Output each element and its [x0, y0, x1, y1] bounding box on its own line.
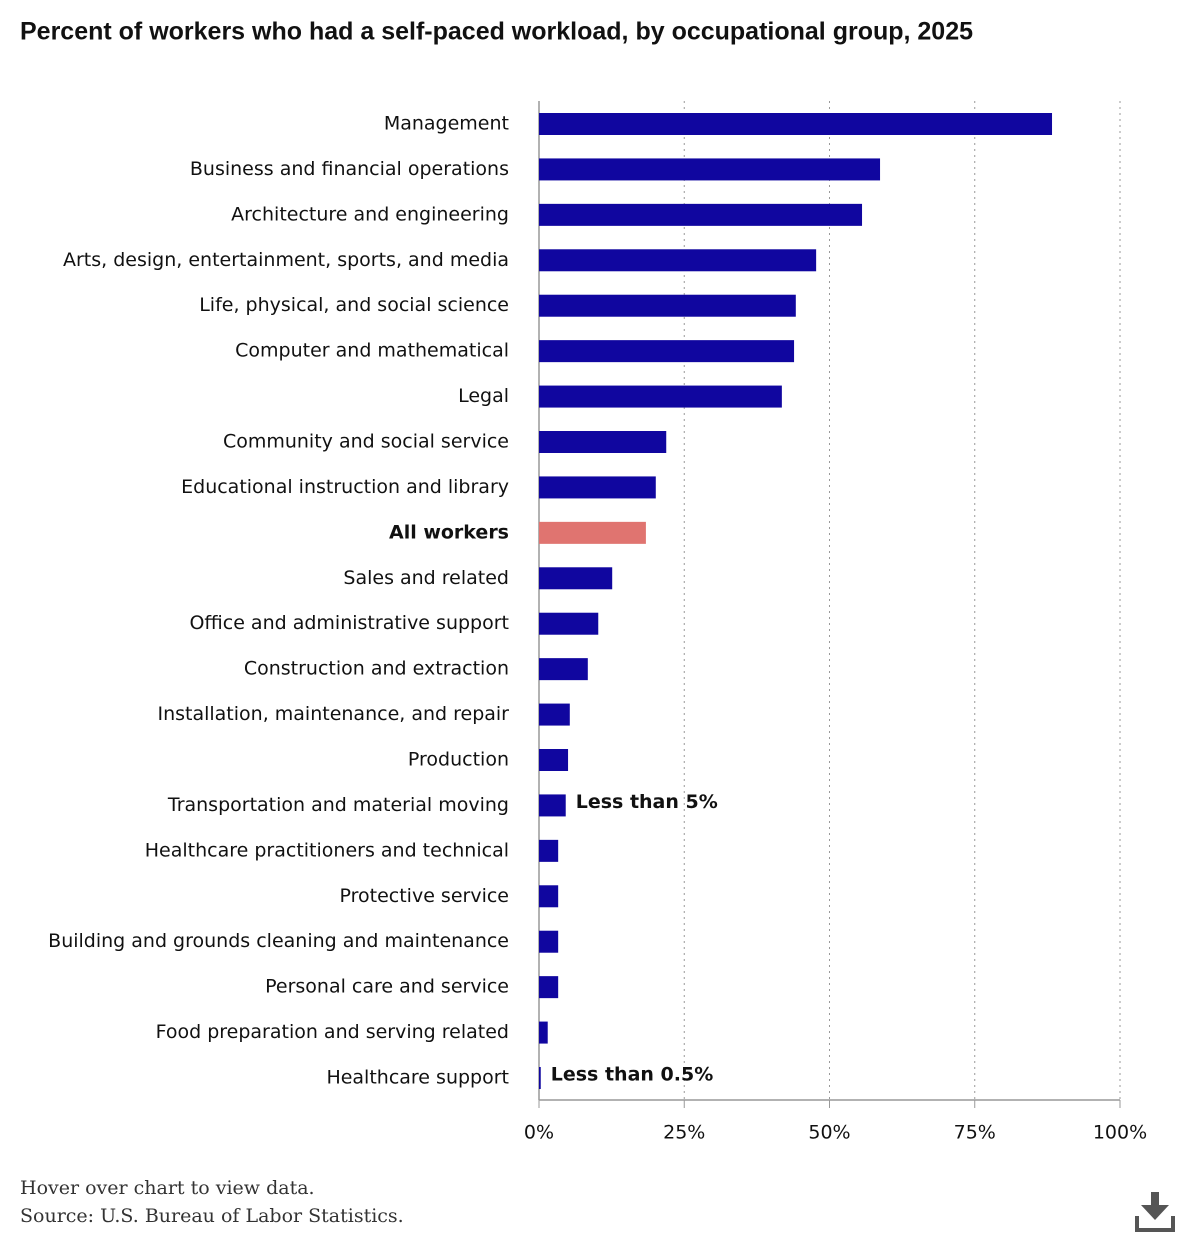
y-tick-label: Office and administrative support: [189, 612, 509, 634]
chart-title: Percent of workers who had a self-paced …: [20, 18, 973, 46]
bar: [539, 158, 881, 181]
bar: [539, 294, 796, 317]
y-tick-label: Protective service: [340, 885, 510, 907]
download-icon-arrow[interactable]: [1141, 1205, 1169, 1220]
bar: [539, 521, 646, 544]
bar: [539, 794, 566, 817]
y-tick-label: All workers: [389, 521, 509, 543]
x-tick-label: 0%: [524, 1122, 554, 1144]
y-tick-label: Legal: [458, 385, 509, 407]
y-tick-label: Transportation and material moving: [167, 794, 509, 816]
annotation: Less than 0.5%: [551, 1064, 714, 1086]
y-tick-label: Healthcare support: [326, 1067, 509, 1089]
bar: [539, 976, 559, 999]
y-tick-label: Personal care and service: [265, 976, 509, 998]
x-tick-label: 100%: [1093, 1122, 1147, 1144]
annotation: Less than 5%: [576, 791, 718, 813]
bar: [539, 340, 795, 363]
bar: [539, 885, 559, 908]
bar: [539, 385, 782, 408]
x-tick-label: 25%: [663, 1122, 705, 1144]
source: Source: U.S. Bureau of Labor Statistics.: [20, 1205, 404, 1227]
y-tick-label: Computer and mathematical: [235, 340, 509, 362]
bar: [539, 113, 1053, 135]
download-icon-side[interactable]: [1171, 1216, 1175, 1230]
note: Hover over chart to view data.: [20, 1177, 315, 1199]
bar: [539, 703, 570, 726]
y-tick-label: Building and grounds cleaning and mainte…: [48, 930, 509, 952]
x-tick-label: 75%: [954, 1122, 996, 1144]
download-icon-base[interactable]: [1135, 1228, 1175, 1232]
bar: [539, 1021, 548, 1044]
x-tick-label: 50%: [808, 1122, 850, 1144]
bar: [539, 203, 863, 226]
y-tick-label: Community and social service: [223, 431, 509, 453]
bar: [539, 476, 656, 499]
bar: [539, 249, 817, 272]
y-tick-label: Sales and related: [343, 567, 509, 589]
bar: [539, 930, 559, 953]
y-tick-label: Installation, maintenance, and repair: [157, 703, 509, 725]
bar: [539, 567, 613, 590]
y-tick-label: Food preparation and serving related: [156, 1021, 509, 1043]
y-tick-label: Business and financial operations: [190, 158, 509, 180]
y-tick-label: Management: [384, 113, 509, 135]
bar: [539, 658, 588, 681]
bar: [539, 431, 667, 453]
bar: [539, 612, 599, 635]
y-tick-label: Production: [408, 749, 509, 771]
y-tick-label: Life, physical, and social science: [199, 294, 509, 316]
bar: [539, 749, 569, 771]
y-tick-label: Educational instruction and library: [181, 476, 509, 498]
bar: [539, 1067, 541, 1089]
bar: [539, 839, 559, 862]
y-tick-label: Construction and extraction: [244, 658, 509, 680]
y-tick-label: Arts, design, entertainment, sports, and…: [63, 249, 509, 271]
y-tick-label: Architecture and engineering: [231, 203, 509, 225]
y-tick-label: Healthcare practitioners and technical: [145, 839, 509, 861]
download-icon-side[interactable]: [1135, 1216, 1139, 1230]
download-icon-stem[interactable]: [1151, 1192, 1159, 1206]
download-button[interactable]: [1135, 1192, 1175, 1232]
